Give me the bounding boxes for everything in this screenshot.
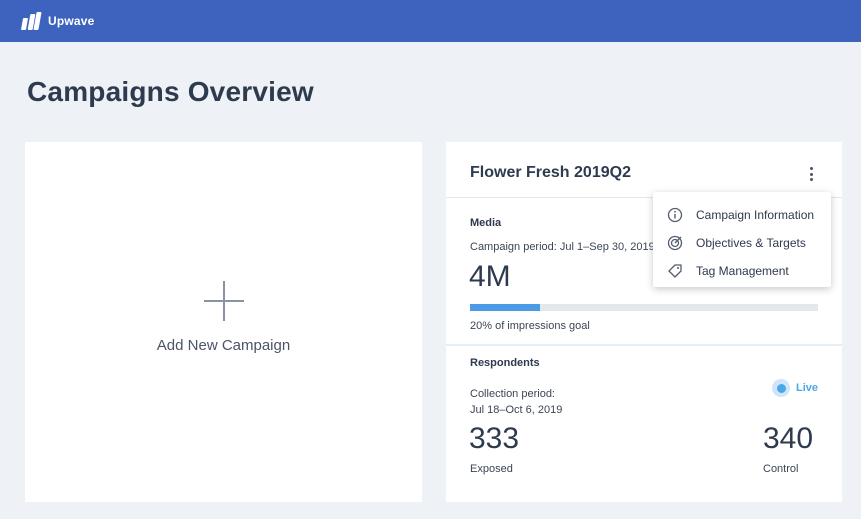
- menu-item-label: Tag Management: [696, 264, 789, 278]
- add-new-campaign-label: Add New Campaign: [156, 336, 291, 354]
- exposed-label: Exposed: [470, 463, 513, 475]
- more-options-icon[interactable]: [803, 165, 819, 183]
- plus-icon: [203, 280, 244, 321]
- control-value: 340: [763, 422, 814, 455]
- campaign-options-menu: Campaign Information Objectives & Target…: [653, 192, 831, 287]
- brand-name[interactable]: Upwave: [48, 14, 95, 28]
- menu-item-label: Objectives & Targets: [696, 236, 806, 250]
- top-navbar: Upwave: [0, 0, 861, 42]
- collection-period-label: Collection period:: [470, 388, 555, 400]
- control-label: Control: [763, 463, 799, 475]
- live-status-label: Live: [796, 382, 819, 394]
- menu-item-objectives-targets[interactable]: Objectives & Targets: [653, 229, 831, 257]
- impressions-progress-bar: [470, 304, 818, 311]
- page-title: Campaigns Overview: [27, 76, 314, 107]
- menu-item-campaign-information[interactable]: Campaign Information: [653, 201, 831, 229]
- media-section-label: Media: [470, 217, 502, 229]
- info-icon: [667, 207, 683, 223]
- respondents-section-label: Respondents: [470, 357, 540, 369]
- campaign-title: Flower Fresh 2019Q2: [470, 164, 631, 181]
- section-divider: [446, 344, 842, 346]
- card-divider: [446, 197, 842, 198]
- upwave-logo-icon[interactable]: [20, 12, 42, 30]
- progress-text: 20% of impressions goal: [470, 320, 590, 332]
- menu-item-label: Campaign Information: [696, 208, 815, 222]
- campaign-period: Campaign period: Jul 1–Sep 30, 2019: [470, 241, 655, 253]
- target-icon: [667, 235, 683, 251]
- tag-icon: [667, 263, 683, 279]
- live-status: Live: [772, 379, 818, 397]
- live-dot-icon: [772, 379, 790, 397]
- collection-period-dates: Jul 18–Oct 6, 2019: [470, 404, 563, 416]
- impressions-value: 4M: [469, 260, 511, 293]
- menu-item-tag-management[interactable]: Tag Management: [653, 257, 831, 285]
- exposed-value: 333: [469, 422, 520, 455]
- add-new-campaign-card[interactable]: Add New Campaign: [25, 142, 422, 502]
- impressions-progress-fill: [470, 304, 540, 311]
